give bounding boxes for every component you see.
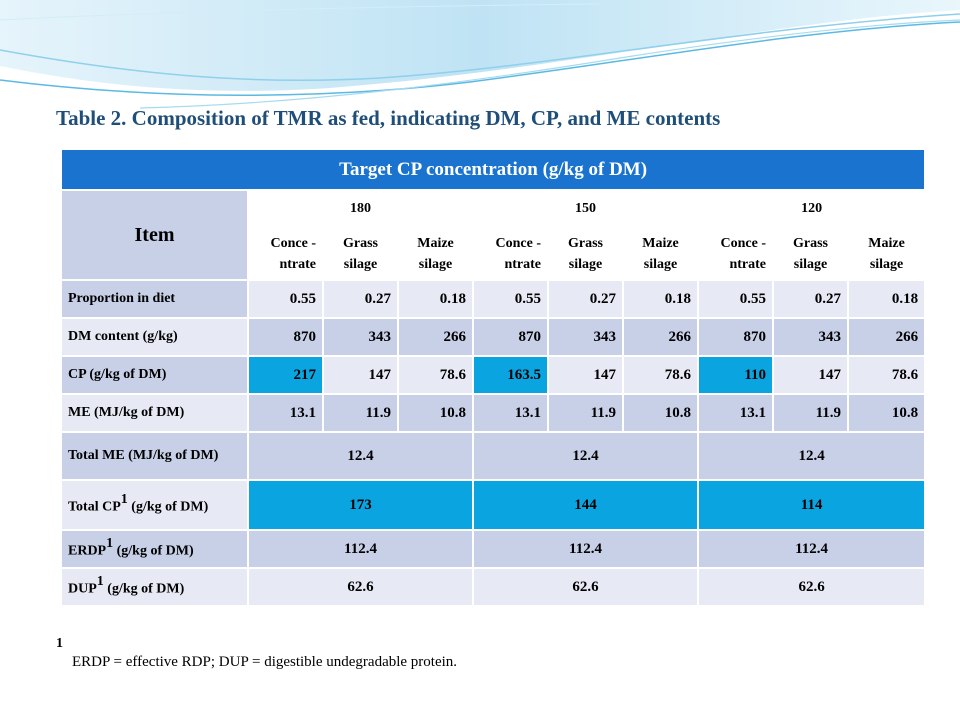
group-header-180: 180 [247, 189, 474, 229]
subheader-cell: Grass silage [322, 227, 399, 281]
group-header-120: 120 [696, 189, 927, 229]
data-cell: 0.18 [622, 279, 699, 319]
data-cell: 343 [547, 317, 624, 357]
data-cell-highlight: 110 [697, 355, 774, 395]
footnote-text: ERDP = effective RDP; DUP = digestible u… [72, 654, 458, 670]
subheader-cell: Conce -ntrate [697, 227, 774, 281]
subheader-cell: Conce -ntrate [472, 227, 549, 281]
data-cell: 11.9 [322, 393, 399, 433]
footnote-marker: 1 [56, 636, 63, 651]
data-cell: 147 [772, 355, 849, 395]
subheader-cell: Maize silage [622, 227, 699, 281]
subheader-cell: Maize silage [397, 227, 474, 281]
data-cell: 0.55 [247, 279, 324, 319]
row-label: Total ME (MJ/kg of DM) [60, 431, 249, 481]
total-cell-highlight: 144 [472, 479, 699, 531]
row-label: CP (g/kg of DM) [60, 355, 249, 395]
footnote-ref: 1 [120, 492, 128, 508]
footnote-ref: 1 [106, 536, 114, 552]
data-cell: 13.1 [697, 393, 774, 433]
data-cell: 266 [846, 317, 927, 357]
row-label-text: DUP [68, 581, 97, 597]
data-cell: 870 [472, 317, 549, 357]
data-cell: 78.6 [397, 355, 474, 395]
total-cell: 62.6 [472, 567, 699, 607]
subheader-cell: Grass silage [547, 227, 624, 281]
footnote-ref: 1 [96, 574, 104, 590]
data-cell: 0.18 [397, 279, 474, 319]
group-header-150: 150 [472, 189, 699, 229]
data-cell: 0.55 [472, 279, 549, 319]
table-header: Target CP concentration (g/kg of DM) [59, 148, 927, 191]
table-row: Total ME (MJ/kg of DM) 12.4 12.4 12.4 [60, 431, 927, 481]
table-row: CP (g/kg of DM) 217 147 78.6 163.5 147 7… [60, 355, 927, 395]
row-label: Proportion in diet [60, 279, 249, 319]
item-column-header: Item [60, 189, 249, 281]
table-row: DM content (g/kg) 870 343 266 870 343 26… [60, 317, 927, 357]
total-cell: 62.6 [696, 567, 927, 607]
data-cell: 10.8 [846, 393, 927, 433]
data-cell: 147 [547, 355, 624, 395]
table-row: DUP1 (g/kg of DM) 62.6 62.6 62.6 [60, 567, 927, 607]
total-cell: 112.4 [696, 529, 927, 569]
total-cell: 62.6 [247, 567, 474, 607]
data-cell-highlight: 163.5 [472, 355, 549, 395]
data-cell: 13.1 [472, 393, 549, 433]
total-cell: 12.4 [472, 431, 699, 481]
row-label: DUP1 (g/kg of DM) [60, 567, 249, 607]
table-row: Proportion in diet 0.55 0.27 0.18 0.55 0… [60, 279, 927, 319]
subheader-cell: Conce -ntrate [247, 227, 324, 281]
data-cell: 10.8 [622, 393, 699, 433]
data-cell: 0.55 [697, 279, 774, 319]
data-cell: 0.27 [322, 279, 399, 319]
table-row: ERDP1 (g/kg of DM) 112.4 112.4 112.4 [60, 529, 927, 569]
data-cell: 78.6 [846, 355, 927, 395]
total-cell: 112.4 [247, 529, 474, 569]
total-cell: 112.4 [472, 529, 699, 569]
row-label: ME (MJ/kg of DM) [60, 393, 249, 433]
data-cell: 0.18 [846, 279, 927, 319]
row-label-text: (g/kg of DM) [103, 581, 185, 597]
row-label: DM content (g/kg) [60, 317, 249, 357]
data-cell: 0.27 [547, 279, 624, 319]
decorative-wave-banner [0, 0, 960, 109]
data-cell: 78.6 [622, 355, 699, 395]
total-cell: 12.4 [247, 431, 474, 481]
data-cell-highlight: 217 [247, 355, 324, 395]
total-cell-highlight: 173 [247, 479, 474, 531]
total-cell-highlight: 114 [696, 479, 927, 531]
data-cell: 343 [322, 317, 399, 357]
row-label-text: ERDP [68, 543, 107, 559]
data-cell: 870 [697, 317, 774, 357]
row-label: ERDP1 (g/kg of DM) [60, 529, 249, 569]
table-row: ME (MJ/kg of DM) 13.1 11.9 10.8 13.1 11.… [60, 393, 927, 433]
data-cell: 10.8 [397, 393, 474, 433]
data-cell: 11.9 [772, 393, 849, 433]
data-cell: 343 [772, 317, 849, 357]
row-label-text: (g/kg of DM) [113, 543, 194, 559]
data-cell: 0.27 [772, 279, 849, 319]
composition-table: Target CP concentration (g/kg of DM) Ite… [59, 148, 927, 607]
data-cell: 266 [397, 317, 474, 357]
row-label-text: Total CP [68, 499, 121, 515]
total-cell: 12.4 [696, 431, 927, 481]
data-cell: 147 [322, 355, 399, 395]
row-label-text: (g/kg of DM) [127, 499, 209, 515]
data-cell: 266 [622, 317, 699, 357]
data-cell: 11.9 [547, 393, 624, 433]
data-cell: 870 [247, 317, 324, 357]
slide-title: Table 2. Composition of TMR as fed, indi… [56, 106, 721, 130]
row-label: Total CP1 (g/kg of DM) [60, 479, 249, 531]
subheader-cell: Grass silage [772, 227, 849, 281]
subheader-cell: Maize silage [846, 227, 927, 281]
data-cell: 13.1 [247, 393, 324, 433]
table-row: Total CP1 (g/kg of DM) 173 144 114 [60, 479, 927, 531]
